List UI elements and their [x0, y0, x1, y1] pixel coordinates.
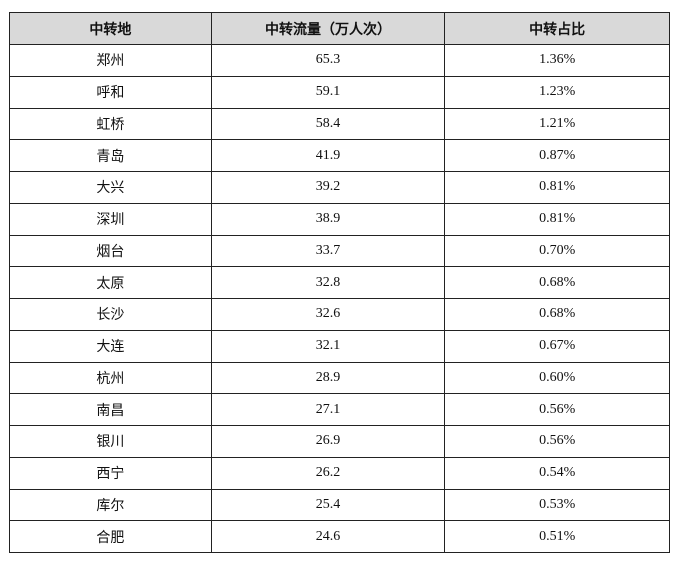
cell-transfer-share: 0.81%: [444, 202, 670, 236]
cell-transfer-volume: 32.8: [210, 266, 446, 299]
table-row: 虹桥 58.4 1.21%: [9, 107, 670, 141]
cell-transfer-share: 0.56%: [444, 393, 670, 426]
cell-transfer-share: 1.21%: [444, 107, 670, 141]
cell-location: 虹桥: [9, 107, 212, 141]
cell-transfer-volume: 26.9: [210, 425, 446, 458]
cell-transfer-volume: 39.2: [210, 171, 446, 204]
table-row: 太原 32.8 0.68%: [9, 266, 670, 299]
cell-location: 西宁: [9, 456, 212, 490]
cell-location: 大连: [9, 329, 212, 363]
cell-transfer-volume: 32.1: [210, 329, 446, 363]
header-transfer-volume: 中转流量（万人次）: [210, 12, 446, 45]
table-row: 大连 32.1 0.67%: [9, 329, 670, 363]
cell-location: 呼和: [9, 75, 212, 109]
table-row: 库尔 25.4 0.53%: [9, 488, 670, 522]
table-row: 大兴 39.2 0.81%: [9, 171, 670, 204]
cell-location: 合肥: [9, 520, 212, 553]
cell-location: 深圳: [9, 202, 212, 236]
cell-location: 青岛: [9, 139, 212, 172]
cell-location: 大兴: [9, 171, 212, 204]
cell-transfer-volume: 33.7: [210, 234, 446, 268]
transfer-table: 中转地 中转流量（万人次） 中转占比 郑州 65.3 1.36% 呼和 59.1 1.23…: [9, 12, 670, 553]
cell-transfer-share: 0.70%: [444, 234, 670, 268]
table-row: 呼和 59.1 1.23%: [9, 75, 670, 109]
table-row: 烟台 33.7 0.70%: [9, 234, 670, 268]
cell-location: 库尔: [9, 488, 212, 522]
cell-location: 郑州: [9, 44, 212, 77]
cell-location: 长沙: [9, 298, 212, 331]
cell-transfer-share: 0.56%: [444, 425, 670, 458]
cell-transfer-share: 0.60%: [444, 361, 670, 395]
table-row: 西宁 26.2 0.54%: [9, 456, 670, 490]
cell-transfer-share: 1.23%: [444, 75, 670, 109]
table-row: 合肥 24.6 0.51%: [9, 520, 670, 553]
cell-location: 烟台: [9, 234, 212, 268]
cell-transfer-volume: 28.9: [210, 361, 446, 395]
cell-transfer-share: 0.87%: [444, 139, 670, 172]
cell-transfer-share: 0.81%: [444, 171, 670, 204]
cell-transfer-volume: 41.9: [210, 139, 446, 172]
header-row: 中转地 中转流量（万人次） 中转占比: [9, 12, 670, 45]
cell-transfer-share: 0.68%: [444, 298, 670, 331]
cell-transfer-volume: 59.1: [210, 75, 446, 109]
table-row: 银川 26.9 0.56%: [9, 425, 670, 458]
table-row: 长沙 32.6 0.68%: [9, 298, 670, 331]
cell-transfer-volume: 26.2: [210, 456, 446, 490]
header-location: 中转地: [9, 12, 212, 45]
table-row: 杭州 28.9 0.60%: [9, 361, 670, 395]
cell-transfer-share: 0.67%: [444, 329, 670, 363]
cell-location: 太原: [9, 266, 212, 299]
cell-location: 南昌: [9, 393, 212, 426]
cell-transfer-volume: 58.4: [210, 107, 446, 141]
cell-location: 杭州: [9, 361, 212, 395]
cell-transfer-share: 0.54%: [444, 456, 670, 490]
cell-location: 银川: [9, 425, 212, 458]
cell-transfer-volume: 32.6: [210, 298, 446, 331]
cell-transfer-share: 0.51%: [444, 520, 670, 553]
cell-transfer-volume: 27.1: [210, 393, 446, 426]
table-row: 深圳 38.9 0.81%: [9, 202, 670, 236]
cell-transfer-volume: 65.3: [210, 44, 446, 77]
table-row: 青岛 41.9 0.87%: [9, 139, 670, 172]
table-row: 南昌 27.1 0.56%: [9, 393, 670, 426]
cell-transfer-volume: 25.4: [210, 488, 446, 522]
cell-transfer-share: 0.68%: [444, 266, 670, 299]
cell-transfer-share: 0.53%: [444, 488, 670, 522]
table-row: 郑州 65.3 1.36%: [9, 44, 670, 77]
cell-transfer-volume: 24.6: [210, 520, 446, 553]
cell-transfer-share: 1.36%: [444, 44, 670, 77]
cell-transfer-volume: 38.9: [210, 202, 446, 236]
header-transfer-share: 中转占比: [444, 12, 670, 45]
